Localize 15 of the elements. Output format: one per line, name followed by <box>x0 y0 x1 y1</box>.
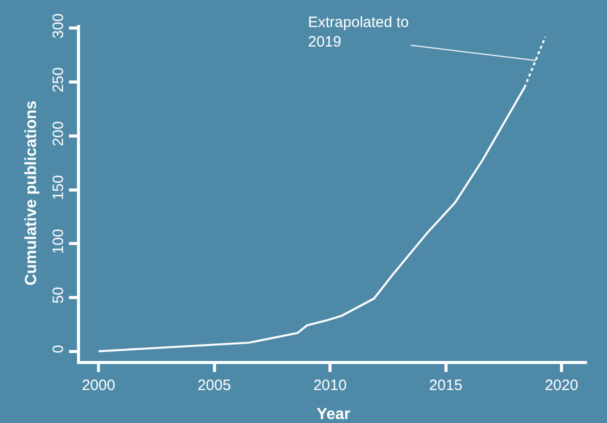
y-tick-label: 150 <box>50 175 67 200</box>
y-tick-label: 250 <box>50 67 67 92</box>
y-tick-label: 0 <box>50 344 67 354</box>
annotation: Extrapolated to 2019 <box>308 14 409 50</box>
y-tick-label: 50 <box>50 286 67 304</box>
y-tick-label: 200 <box>50 121 67 146</box>
x-tick-label: 2000 <box>82 377 116 394</box>
x-tick-label: 2005 <box>198 377 231 394</box>
x-tick-label: 2020 <box>544 377 578 394</box>
y-axis-title: Cumulative publications <box>23 100 40 286</box>
x-tick-label: 2015 <box>429 377 462 394</box>
y-tick-label: 100 <box>50 228 67 254</box>
x-axis-title: Year <box>316 406 350 423</box>
x-tick-label: 2010 <box>313 377 347 394</box>
y-tick-label: 300 <box>50 13 67 38</box>
